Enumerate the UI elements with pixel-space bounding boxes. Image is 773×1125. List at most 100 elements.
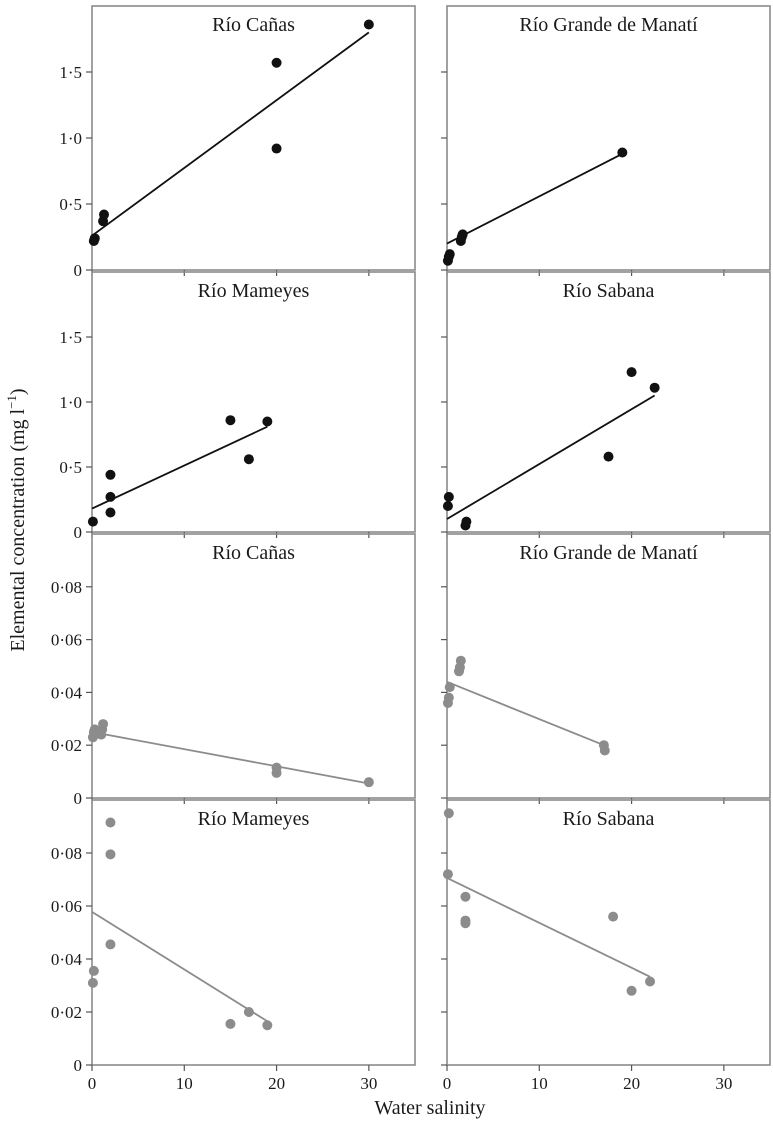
panel-2-rio-grande-de-manati-fit-line <box>446 153 623 245</box>
panel-3-rio-mameyes-data-point <box>105 491 116 502</box>
panel-8-rio-sabana-x-tick-label: 0 <box>443 1074 452 1093</box>
panel-3-rio-mameyes-data-point <box>87 516 98 527</box>
panel-4-rio-sabana: Río Sabana <box>441 271 771 538</box>
panel-3-rio-mameyes-y-tick-label: 1·0 <box>59 393 82 412</box>
panel-4-rio-sabana-data-point <box>626 367 637 378</box>
panel-1-rio-canas-y-tick-label: 1·5 <box>59 63 82 82</box>
panel-6-rio-grande-de-manati-title: Río Grande de Manatí <box>519 542 698 564</box>
panel-1-rio-canas-title: Río Cañas <box>212 14 295 36</box>
panel-8-rio-sabana-data-point <box>460 915 471 926</box>
panel-7-rio-mameyes-data-point <box>225 1018 236 1029</box>
panel-7-rio-mameyes-x-tick-label: 0 <box>88 1074 97 1093</box>
panel-1-rio-canas-frame <box>91 5 416 271</box>
panel-6-rio-grande-de-manati-frame <box>446 533 771 799</box>
panel-4-rio-sabana-fit-line <box>446 394 656 520</box>
panel-6-rio-grande-de-manati-data-point <box>455 655 466 666</box>
panel-3-rio-mameyes-title: Río Mameyes <box>198 280 310 302</box>
panel-7-rio-mameyes-frame <box>91 799 416 1066</box>
panel-8-rio-sabana-fit-line <box>446 877 651 978</box>
panel-2-rio-grande-de-manati-frame <box>446 5 771 271</box>
panel-1-rio-canas: Río Cañas 0 0·5 1·0 1·5 <box>59 5 416 280</box>
panel-6-rio-grande-de-manati-data-point <box>444 682 455 693</box>
panel-3-rio-mameyes-data-point <box>105 507 116 518</box>
panel-5-rio-canas-data-point <box>363 777 374 788</box>
panel-8-rio-sabana-x-tick-label: 30 <box>715 1074 732 1093</box>
panel-4-rio-sabana-data-point <box>603 451 614 462</box>
panel-3-rio-mameyes: Río Mameyes 0 0·5 1·0 1·5 <box>59 271 416 542</box>
panel-4-rio-sabana-data-point <box>442 501 453 511</box>
panel-4-rio-sabana-data-point <box>461 516 472 527</box>
panel-5-rio-canas-data-point <box>271 767 282 778</box>
panel-7-rio-mameyes-x-tick-label: 10 <box>176 1074 193 1093</box>
panel-3-rio-mameyes-fit-line <box>91 425 268 510</box>
panel-7-rio-mameyes-y-tick-label: 0·06 <box>51 897 82 916</box>
panel-7-rio-mameyes-data-point <box>87 977 98 988</box>
panel-7-rio-mameyes-fit-line <box>91 911 268 1023</box>
panel-5-rio-canas-data-point <box>98 719 109 730</box>
panel-5-rio-canas-y-tick-label: 0·08 <box>51 578 82 597</box>
panel-1-rio-canas-y-tick-label: 0 <box>74 261 83 280</box>
panel-3-rio-mameyes-data-point <box>225 415 236 426</box>
panel-6-rio-grande-de-manati-data-point <box>443 692 454 703</box>
panel-3-rio-mameyes-y-tick-label: 0·5 <box>59 458 82 477</box>
panel-8-rio-sabana-title: Río Sabana <box>563 808 655 830</box>
panel-8-rio-sabana-data-point <box>442 869 453 880</box>
panel-1-rio-canas-y-tick-label: 1·0 <box>59 129 82 148</box>
panel-5-rio-canas-y-tick-label: 0·04 <box>51 683 83 702</box>
panel-1-rio-canas-data-point <box>271 143 282 154</box>
panel-7-rio-mameyes-data-point <box>105 939 116 950</box>
panel-4-rio-sabana-title: Río Sabana <box>563 280 655 302</box>
panel-8-rio-sabana-x-tick-label: 10 <box>531 1074 548 1093</box>
panel-8-rio-sabana-frame <box>446 799 771 1066</box>
panels: Río Cañas 0 0·5 1·0 1·5 Río Grande de Manatí R… <box>51 5 771 1093</box>
panel-7-rio-mameyes-title: Río Mameyes <box>198 808 310 830</box>
panel-1-rio-canas-data-point <box>98 209 109 220</box>
panel-3-rio-mameyes-y-tick-label: 1·5 <box>59 328 82 347</box>
x-axis-label: Water salinity <box>374 1097 485 1119</box>
panel-3-rio-mameyes-y-tick-label: 0 <box>74 523 83 542</box>
panel-7-rio-mameyes: Río Mameyes 0 0·02 0·04 0·06 0·08 0 10 20 30 <box>51 799 416 1093</box>
panel-1-rio-canas-y-tick-label: 0·5 <box>59 195 82 214</box>
panel-7-rio-mameyes-data-point <box>88 965 99 976</box>
panel-6-rio-grande-de-manati-data-point <box>599 745 610 756</box>
panel-8-rio-sabana-data-point <box>460 891 471 902</box>
y-axis-label: Elemental concentration (mg l−1) <box>4 388 29 651</box>
panel-4-rio-sabana-frame <box>446 271 771 533</box>
panel-8-rio-sabana-x-tick-label: 20 <box>623 1074 640 1093</box>
panel-8-rio-sabana-data-point <box>645 976 656 987</box>
panel-7-rio-mameyes-data-point <box>105 817 116 828</box>
panel-3-rio-mameyes-frame <box>91 271 416 533</box>
panel-7-rio-mameyes-x-tick-label: 20 <box>268 1074 285 1093</box>
panel-8-rio-sabana: Río Sabana 0 10 20 30 <box>441 799 771 1093</box>
panel-6-rio-grande-de-manati: Río Grande de Manatí <box>441 533 771 804</box>
panel-7-rio-mameyes-y-tick-label: 0·08 <box>51 844 82 863</box>
panel-1-rio-canas-data-point <box>89 233 100 244</box>
panel-5-rio-canas-y-tick-label: 0 <box>74 789 83 808</box>
panel-7-rio-mameyes-y-tick-label: 0 <box>74 1056 83 1075</box>
panel-6-rio-grande-de-manati-fit-line <box>446 681 605 747</box>
panel-4-rio-sabana-data-point <box>649 382 660 393</box>
panel-1-rio-canas-fit-line <box>91 31 370 237</box>
panel-8-rio-sabana-data-point <box>443 808 454 819</box>
panel-4-rio-sabana-data-point <box>443 491 454 502</box>
panel-7-rio-mameyes-data-point <box>105 849 116 860</box>
panel-7-rio-mameyes-data-point <box>262 1020 273 1031</box>
panel-2-rio-grande-de-manati-data-point <box>444 249 455 260</box>
panel-2-rio-grande-de-manati-data-point <box>457 229 468 240</box>
panel-7-rio-mameyes-x-tick-label: 30 <box>360 1074 377 1093</box>
panel-7-rio-mameyes-data-point <box>243 1007 254 1017</box>
panel-5-rio-canas: Río Cañas 0 0·02 0·04 0·06 0·08 <box>51 533 416 808</box>
panel-7-rio-mameyes-y-tick-label: 0·04 <box>51 950 83 969</box>
panel-1-rio-canas-data-point <box>271 57 282 68</box>
panel-7-rio-mameyes-y-tick-label: 0·02 <box>51 1003 82 1022</box>
panel-3-rio-mameyes-data-point <box>262 416 273 427</box>
panel-5-rio-canas-title: Río Cañas <box>212 542 295 564</box>
panel-5-rio-canas-y-tick-label: 0·06 <box>51 631 82 650</box>
panel-2-rio-grande-de-manati-data-point <box>617 147 628 158</box>
panel-5-rio-canas-frame <box>91 533 416 799</box>
panel-8-rio-sabana-data-point <box>626 985 637 996</box>
panel-5-rio-canas-fit-line <box>91 731 370 785</box>
panel-8-rio-sabana-data-point <box>608 911 619 922</box>
panel-3-rio-mameyes-data-point <box>105 469 116 480</box>
